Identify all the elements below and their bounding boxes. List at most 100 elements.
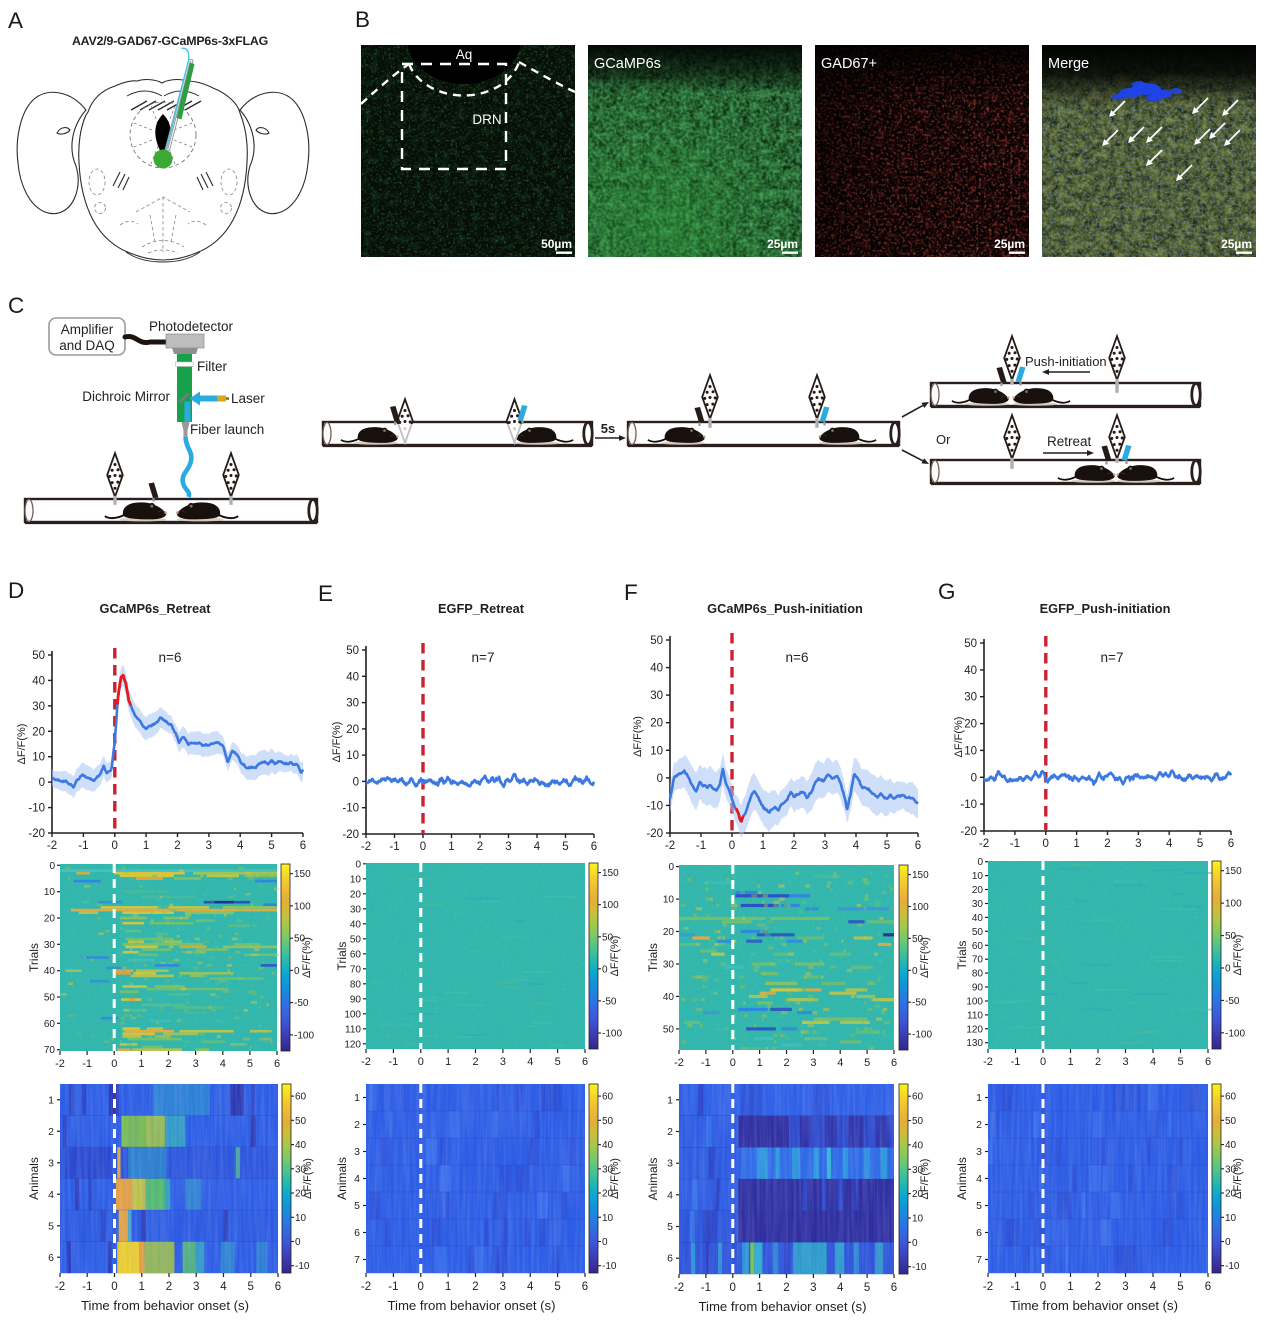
svg-text:F: F: [624, 580, 638, 605]
svg-text:-2: -2: [665, 840, 675, 852]
svg-text:1: 1: [354, 1092, 360, 1104]
svg-text:3: 3: [500, 1056, 506, 1068]
svg-text:30: 30: [663, 959, 675, 970]
svg-text:0: 0: [294, 966, 300, 977]
svg-text:4: 4: [527, 1281, 534, 1293]
svg-text:30: 30: [964, 692, 977, 704]
svg-text:Retreat: Retreat: [1047, 434, 1092, 449]
svg-text:-2: -2: [361, 841, 371, 853]
svg-text:C: C: [8, 293, 24, 318]
svg-text:110: 110: [345, 1024, 361, 1035]
svg-text:1: 1: [1073, 838, 1079, 850]
svg-text:Time from behavior onset (s): Time from behavior onset (s): [387, 1298, 555, 1313]
svg-text:-1: -1: [701, 1057, 711, 1069]
svg-text:10: 10: [663, 895, 675, 906]
svg-text:2: 2: [472, 1056, 478, 1068]
svg-text:0: 0: [912, 1238, 918, 1249]
svg-text:2: 2: [354, 1119, 360, 1131]
svg-text:-2: -2: [983, 1281, 993, 1293]
svg-text:60: 60: [1225, 1092, 1237, 1103]
svg-text:4: 4: [1150, 1281, 1157, 1293]
svg-text:2: 2: [783, 1057, 789, 1069]
svg-text:0: 0: [977, 857, 983, 868]
svg-text:4: 4: [667, 1189, 673, 1201]
svg-text:30: 30: [346, 698, 359, 710]
svg-text:30: 30: [295, 1164, 307, 1175]
svg-text:and DAQ: and DAQ: [59, 338, 115, 353]
svg-text:40: 40: [602, 1140, 614, 1151]
svg-text:1: 1: [757, 1057, 763, 1069]
svg-text:70: 70: [350, 964, 362, 975]
svg-text:40: 40: [350, 919, 362, 930]
svg-text:20: 20: [912, 1189, 924, 1200]
svg-text:-1: -1: [1010, 838, 1020, 850]
svg-text:ΔF/F(%): ΔF/F(%): [632, 716, 644, 757]
svg-text:ΔF/F(%): ΔF/F(%): [953, 717, 965, 758]
svg-text:-2: -2: [983, 1056, 993, 1068]
svg-text:3: 3: [810, 1057, 816, 1069]
svg-text:70: 70: [972, 955, 984, 966]
svg-text:20: 20: [972, 885, 984, 896]
svg-text:90: 90: [972, 983, 984, 994]
svg-text:100: 100: [912, 902, 929, 913]
svg-text:60: 60: [972, 941, 984, 952]
svg-text:ΔF/F(%): ΔF/F(%): [919, 937, 931, 978]
svg-text:-2: -2: [979, 838, 989, 850]
svg-text:0: 0: [1040, 1281, 1046, 1293]
svg-text:B: B: [355, 7, 370, 32]
svg-text:3: 3: [505, 841, 511, 853]
svg-text:DRN: DRN: [472, 112, 501, 127]
svg-text:150: 150: [912, 870, 929, 881]
svg-text:-1: -1: [388, 1281, 398, 1293]
svg-text:6: 6: [300, 840, 306, 852]
svg-text:7: 7: [354, 1254, 360, 1266]
svg-text:5: 5: [354, 1200, 360, 1212]
svg-text:60: 60: [602, 1092, 614, 1103]
svg-text:-10: -10: [960, 799, 977, 811]
svg-text:100: 100: [344, 1009, 361, 1020]
svg-text:-50: -50: [1225, 996, 1240, 1007]
svg-text:ΔF/F(%): ΔF/F(%): [609, 1158, 621, 1199]
svg-text:5: 5: [976, 1200, 982, 1212]
svg-text:-10: -10: [646, 800, 663, 812]
svg-text:50: 50: [650, 635, 663, 647]
svg-text:20: 20: [602, 1189, 614, 1200]
svg-text:0: 0: [1225, 1237, 1231, 1248]
svg-text:6: 6: [1205, 1281, 1211, 1293]
svg-text:6: 6: [591, 841, 597, 853]
svg-text:-2: -2: [674, 1282, 684, 1294]
svg-text:40: 40: [1225, 1140, 1237, 1151]
svg-text:40: 40: [44, 966, 56, 977]
svg-text:0: 0: [668, 862, 674, 873]
svg-text:GCaMP6s_Push-initiation: GCaMP6s_Push-initiation: [707, 601, 863, 616]
svg-text:0: 0: [418, 1056, 424, 1068]
svg-text:-20: -20: [28, 828, 45, 840]
svg-text:-1: -1: [1011, 1056, 1021, 1068]
svg-text:50: 50: [972, 927, 984, 938]
svg-text:6: 6: [891, 1057, 897, 1069]
svg-text:70: 70: [44, 1045, 56, 1056]
svg-text:-2: -2: [361, 1281, 371, 1293]
svg-text:60: 60: [44, 1019, 56, 1030]
svg-text:20: 20: [964, 719, 977, 731]
svg-text:60: 60: [350, 949, 362, 960]
svg-text:40: 40: [964, 665, 977, 677]
svg-text:4: 4: [837, 1057, 843, 1069]
svg-text:150: 150: [1225, 866, 1242, 877]
svg-text:1: 1: [1067, 1281, 1073, 1293]
svg-text:5: 5: [554, 1281, 560, 1293]
svg-text:0: 0: [912, 966, 918, 977]
svg-text:5: 5: [1197, 838, 1203, 850]
svg-text:40: 40: [663, 992, 675, 1003]
svg-text:5: 5: [247, 1058, 253, 1070]
svg-text:ΔF/F(%): ΔF/F(%): [1232, 935, 1244, 976]
svg-text:4: 4: [1150, 1056, 1156, 1068]
svg-text:Animals: Animals: [646, 1158, 660, 1201]
svg-text:3: 3: [1122, 1281, 1128, 1293]
svg-text:1: 1: [143, 840, 149, 852]
svg-text:30: 30: [350, 904, 362, 915]
svg-text:0: 0: [295, 1237, 301, 1248]
svg-text:-1: -1: [388, 1056, 398, 1068]
svg-text:0: 0: [111, 1281, 117, 1293]
svg-text:1: 1: [48, 1094, 54, 1106]
